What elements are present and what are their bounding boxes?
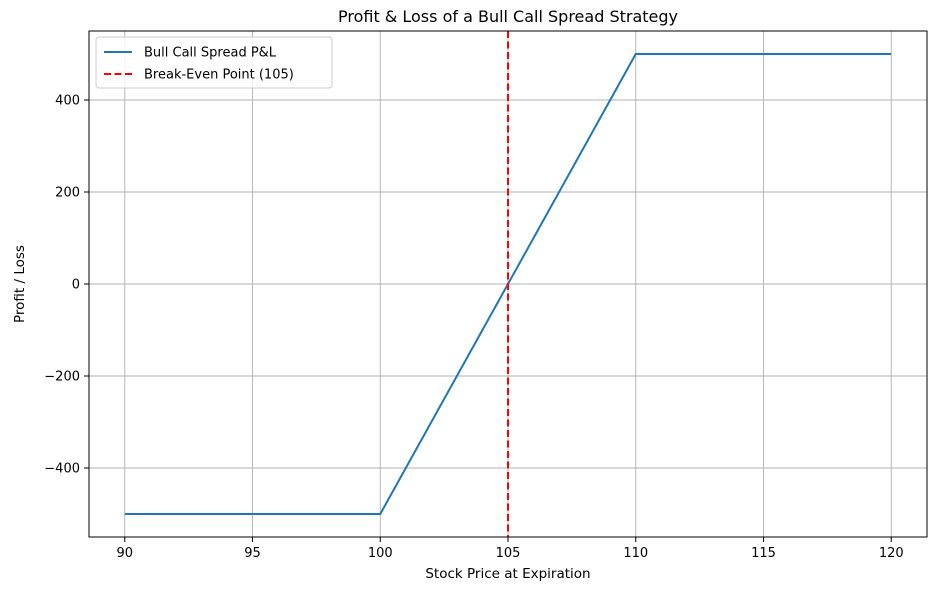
x-tick-label: 95 — [244, 546, 261, 561]
series-layer — [124, 31, 892, 537]
legend-box — [95, 36, 333, 89]
y-tick-label: −400 — [44, 462, 80, 477]
chart-title: Profit & Loss of a Bull Call Spread Stra… — [338, 7, 678, 26]
legend: Bull Call Spread P&L Break-Even Point (10… — [95, 36, 333, 89]
x-tick-label: 115 — [751, 546, 776, 561]
x-tick-label: 90 — [116, 546, 133, 561]
x-tick-label: 110 — [623, 546, 648, 561]
grid-layer — [89, 31, 927, 537]
y-tick-label: 400 — [55, 94, 80, 109]
x-tick-label: 100 — [368, 546, 393, 561]
legend-label: Break-Even Point (105) — [144, 68, 294, 83]
y-tick-label: 200 — [55, 186, 80, 201]
x-axis-label: Stock Price at Expiration — [425, 566, 590, 582]
x-tick-label: 105 — [496, 546, 521, 561]
y-tick-label: 0 — [72, 278, 80, 293]
tick-layer: 90 95 100 105 110 115 120 −400 −200 0 200 400 — [44, 94, 903, 562]
x-tick-label: 120 — [879, 546, 904, 561]
y-axis-label: Profit / Loss — [12, 245, 28, 323]
y-tick-label: −200 — [44, 370, 80, 385]
legend-label: Bull Call Spread P&L — [144, 46, 277, 61]
